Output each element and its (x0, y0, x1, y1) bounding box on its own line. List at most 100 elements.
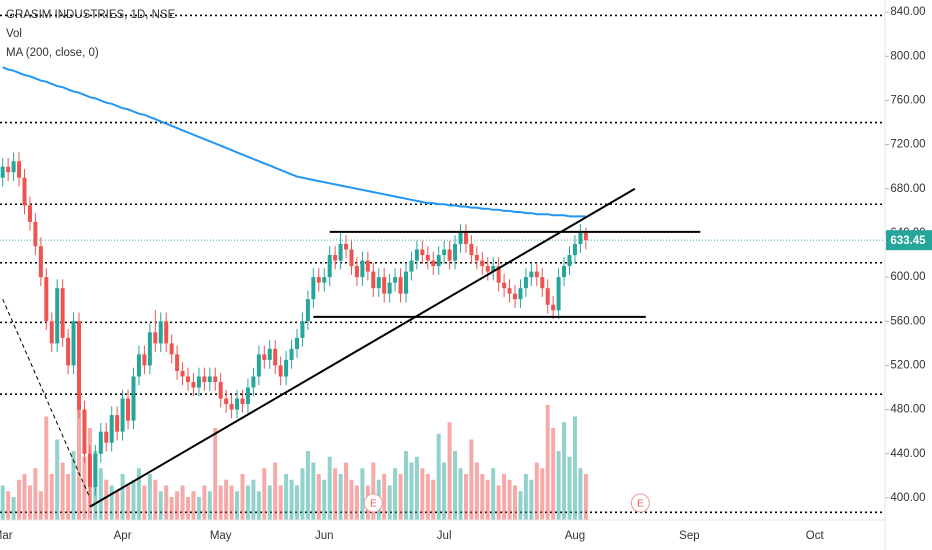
candle-body (120, 398, 125, 432)
candle-body (147, 332, 152, 366)
candle-body (93, 453, 98, 487)
ma-line (2, 66, 586, 218)
candle-body (284, 359, 289, 377)
candle-body (404, 271, 408, 294)
volume-bar (420, 468, 425, 520)
volume-bar (436, 433, 441, 520)
candle-body (425, 255, 430, 261)
candle-body (169, 343, 174, 355)
candle-body (556, 277, 561, 311)
volume-bar (142, 485, 147, 520)
volume-bar (409, 462, 414, 520)
candle-body (382, 277, 387, 294)
volume-bar (278, 485, 283, 520)
volume-bar (251, 479, 256, 520)
candle-body (131, 376, 136, 421)
volume-bar (518, 491, 523, 520)
candle-body (480, 260, 485, 267)
volume-bar (262, 468, 267, 520)
volume-bar (120, 474, 125, 520)
volume-bar (267, 485, 272, 520)
candle-body (6, 166, 11, 173)
candle-body (224, 398, 229, 405)
candle-body (344, 243, 349, 250)
volume-bar (474, 462, 479, 520)
candle-body (491, 266, 496, 272)
volume-bar (322, 479, 327, 520)
candle-body (77, 321, 81, 410)
candle-body (354, 266, 359, 278)
volume-bar (305, 451, 310, 520)
x-tick-label: Oct (806, 530, 825, 542)
candle-body (567, 255, 572, 267)
volume-bar (158, 491, 163, 520)
volume-bar (6, 491, 11, 520)
candle-body (583, 232, 588, 241)
candle-body (278, 365, 283, 377)
candle-body (256, 354, 261, 377)
candle-body (98, 431, 103, 454)
volume-bar (491, 468, 496, 520)
volume-bar (66, 474, 71, 520)
volume-bar (115, 491, 120, 520)
volume-bar (38, 491, 43, 520)
candle-body (338, 243, 343, 261)
volume-bar (431, 479, 436, 520)
candle-body (17, 161, 22, 178)
volume-bar (316, 474, 321, 520)
candle-body (333, 255, 338, 261)
earnings-label: E (637, 499, 644, 510)
candle-body (420, 249, 425, 256)
candle-body (245, 387, 250, 405)
earnings-label: E (370, 499, 377, 510)
candle-body (469, 243, 474, 256)
volume-bar (224, 479, 229, 520)
candle-body (496, 266, 501, 283)
volume-bar (300, 468, 305, 520)
candle-body (207, 376, 212, 382)
volume-bar (153, 479, 158, 520)
legend-entry: Vol (6, 28, 22, 40)
candle-body (49, 321, 54, 344)
candle-body (295, 337, 299, 349)
volume-bar (289, 479, 294, 520)
volume-bar (131, 479, 136, 520)
x-tick-label: Jul (437, 530, 452, 542)
candle-body (55, 288, 60, 344)
volume-bar (425, 474, 430, 520)
candle-body (191, 381, 196, 388)
candle-body (175, 354, 180, 371)
candle-body (485, 266, 490, 272)
volume-bar (578, 468, 583, 520)
candle-body (409, 260, 414, 272)
y-tick-label: 400.00 (890, 492, 925, 504)
candle-body (502, 282, 507, 289)
volume-bar (17, 479, 22, 520)
candle-body (458, 232, 463, 244)
volume-bar (540, 468, 545, 520)
candle-body (300, 321, 305, 338)
candle-body (267, 348, 272, 360)
candle-body (240, 398, 245, 405)
candle-body (529, 271, 534, 278)
candle-body (186, 376, 190, 382)
candle-body (453, 243, 458, 261)
candle-body (109, 415, 114, 443)
candle-body (371, 271, 376, 289)
volume-bar (502, 474, 507, 520)
volume-bar (442, 462, 447, 520)
candle-body (251, 376, 256, 388)
candle-body (11, 161, 16, 173)
candle-body (393, 277, 398, 283)
x-tick-label: Apr (114, 530, 132, 542)
volume-bar (338, 474, 343, 520)
volume-bar (191, 491, 196, 520)
candle-body (398, 277, 403, 294)
candle-body (262, 354, 267, 360)
volume-bar (284, 474, 289, 520)
volume-bar (507, 479, 512, 520)
volume-bar (354, 485, 359, 520)
volume-bar (404, 451, 408, 520)
volume-bar (273, 462, 278, 520)
candle-body (545, 288, 550, 305)
